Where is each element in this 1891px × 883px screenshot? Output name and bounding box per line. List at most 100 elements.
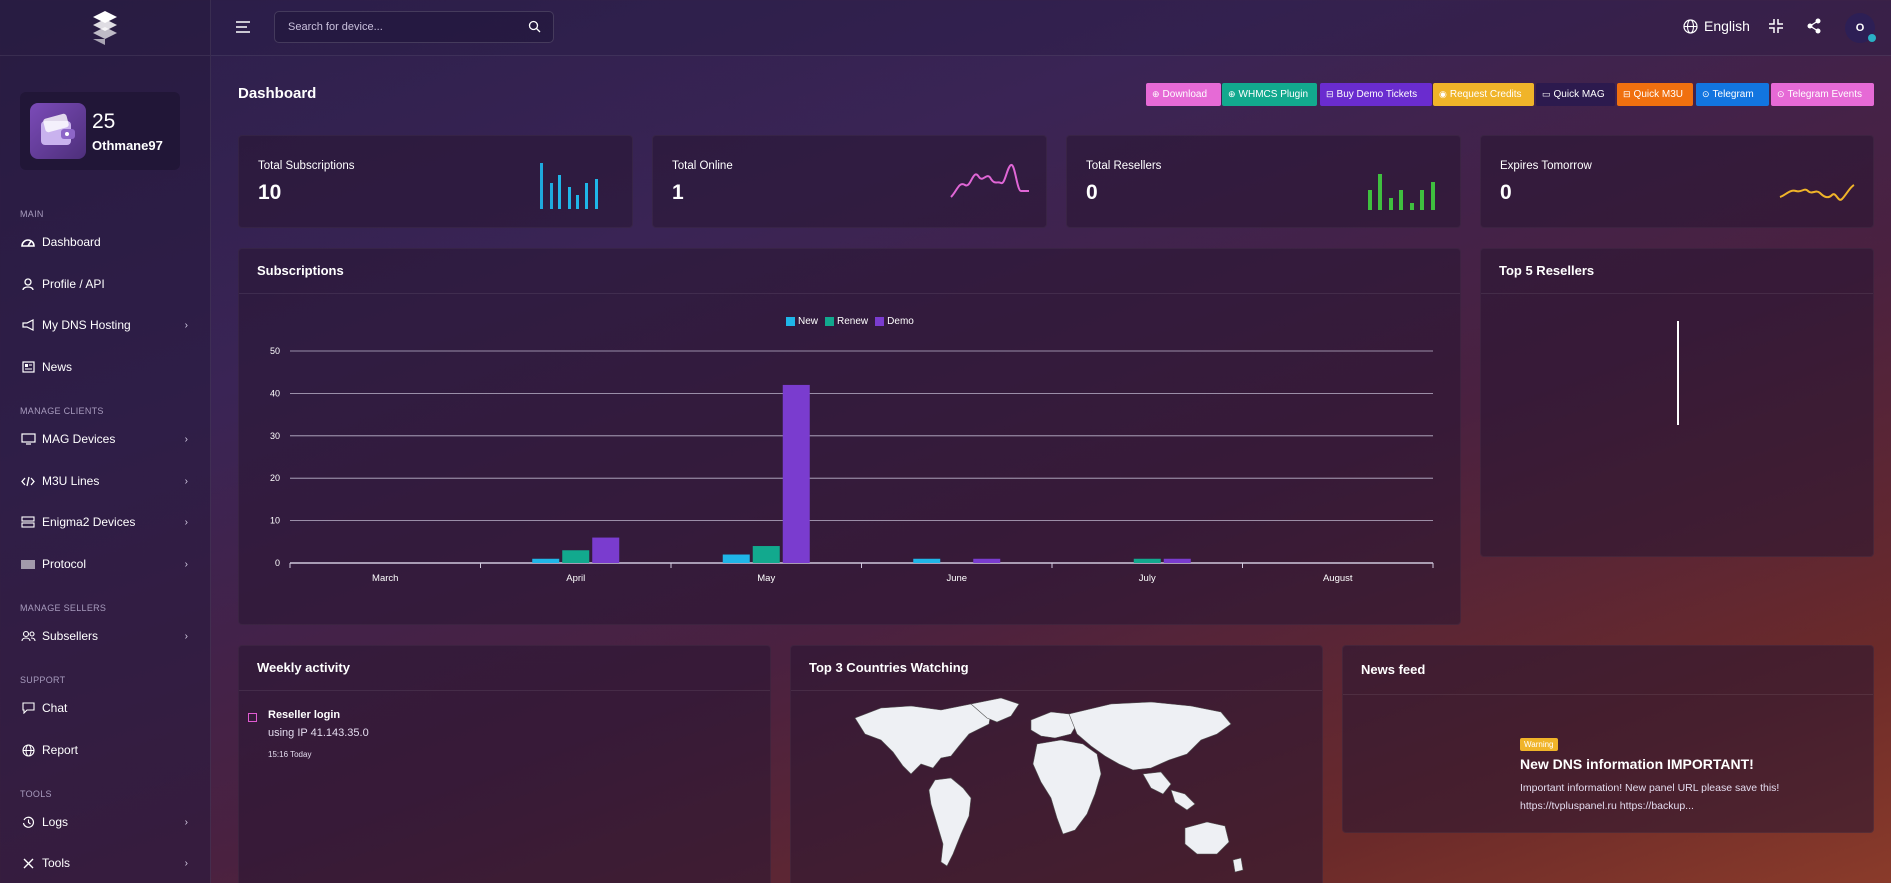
section-support: SUPPORT	[20, 675, 66, 685]
request-credits-button[interactable]: ◉ Request Credits	[1433, 83, 1534, 106]
avatar[interactable]: O	[1845, 13, 1876, 43]
whmcs-plugin-button[interactable]: ⊕ WHMCS Plugin	[1222, 83, 1317, 106]
search-input[interactable]	[275, 12, 515, 42]
language-selector[interactable]: English	[1683, 18, 1750, 34]
sidebar-item-m3u-lines[interactable]: M3U Lines ›	[20, 470, 188, 492]
x-tick-label: July	[1139, 573, 1156, 584]
sidebar-item-dns-hosting[interactable]: My DNS Hosting ›	[20, 314, 188, 336]
card-title: News feed	[1361, 662, 1426, 677]
chevron-right-icon: ›	[184, 630, 188, 642]
activity-marker-icon	[248, 713, 257, 722]
activity-title: Reseller login	[268, 709, 341, 721]
sidebar-item-subsellers[interactable]: Subsellers ›	[20, 625, 188, 647]
quick-mag-button[interactable]: ▭ Quick MAG	[1536, 83, 1615, 106]
legend-item-new[interactable]: New	[786, 316, 818, 327]
logo[interactable]	[0, 0, 210, 56]
x-tick-label: May	[757, 573, 775, 584]
top-resellers-card: Top 5 Resellers	[1480, 248, 1874, 557]
tools-icon	[20, 855, 36, 871]
sidebar-item-news[interactable]: News	[20, 356, 188, 378]
wallet-card: 25 Othmane97	[20, 92, 180, 170]
page-title: Dashboard	[238, 85, 317, 102]
sparkline-bars	[540, 163, 598, 209]
sidebar-item-mag-devices[interactable]: MAG Devices ›	[20, 428, 188, 450]
share-button[interactable]	[1806, 18, 1824, 36]
telegram-icon: ⊙	[1702, 89, 1710, 99]
sidebar-item-report[interactable]: Report	[20, 739, 188, 761]
section-manage-clients: MANAGE CLIENTS	[20, 406, 104, 416]
dashboard-icon	[20, 234, 36, 250]
card-title: Top 5 Resellers	[1499, 263, 1595, 278]
chevron-right-icon: ›	[184, 558, 188, 570]
legend-item-renew[interactable]: Renew	[825, 316, 868, 327]
chart-cursor-line	[1677, 321, 1679, 425]
bar-new	[913, 558, 941, 563]
chevron-right-icon: ›	[184, 516, 188, 528]
y-tick-label: 20	[270, 473, 280, 483]
bar-new	[532, 558, 560, 563]
sidebar-item-logs[interactable]: Logs ›	[20, 811, 188, 833]
server-icon	[20, 514, 36, 530]
megaphone-icon	[20, 317, 36, 333]
news-body-line2: https://tvpluspanel.ru https://backup...	[1520, 800, 1694, 812]
language-label: English	[1704, 18, 1750, 34]
tv-icon: ▭	[1542, 89, 1551, 99]
stat-value: 10	[258, 181, 282, 204]
card-title: Subscriptions	[257, 263, 344, 278]
sidebar-item-protocol[interactable]: Protocol ›	[20, 553, 188, 575]
search-box	[274, 11, 554, 43]
news-feed-card: News feed	[1342, 645, 1874, 833]
sidebar-item-enigma2[interactable]: Enigma2 Devices ›	[20, 511, 188, 533]
stat-card-expires-tomorrow: Expires Tomorrow 0	[1480, 135, 1874, 228]
chevron-right-icon: ›	[184, 475, 188, 487]
stat-label: Total Resellers	[1086, 160, 1162, 172]
stat-card-total-online: Total Online 1	[652, 135, 1047, 228]
globe-icon	[20, 742, 36, 758]
user-icon	[20, 276, 36, 292]
world-map	[854, 697, 1244, 873]
menu-toggle-button[interactable]	[235, 20, 251, 34]
sidebar-item-dashboard[interactable]: Dashboard	[20, 231, 188, 253]
newspaper-icon	[20, 359, 36, 375]
telegram-icon: ⊙	[1777, 89, 1785, 99]
sidebar: 25 Othmane97 MAIN Dashboard Profile / AP…	[0, 0, 211, 883]
sidebar-item-tools[interactable]: Tools ›	[20, 852, 188, 874]
chevron-right-icon: ›	[184, 319, 188, 331]
telegram-events-button[interactable]: ⊙ Telegram Events	[1771, 83, 1874, 106]
compress-icon	[1769, 19, 1783, 33]
stat-value: 1	[672, 181, 684, 204]
x-tick-label: June	[946, 573, 967, 584]
legend-item-demo[interactable]: Demo	[875, 316, 914, 327]
download-button[interactable]: ⊕ Download	[1146, 83, 1221, 106]
buy-demo-tickets-button[interactable]: ⊟ Buy Demo Tickets	[1320, 83, 1432, 106]
activity-detail: using IP 41.143.35.0	[268, 727, 369, 739]
news-headline[interactable]: New DNS information IMPORTANT!	[1520, 756, 1754, 772]
online-status-dot	[1868, 34, 1876, 42]
bar-renew	[1133, 558, 1161, 563]
bar-demo	[782, 384, 810, 563]
search-icon[interactable]	[528, 20, 541, 33]
coins-icon: ◉	[1439, 89, 1447, 99]
sidebar-item-chat[interactable]: Chat	[20, 697, 188, 719]
quick-m3u-button[interactable]: ⊟ Quick M3U	[1617, 83, 1693, 106]
weekly-activity-card: Weekly activity	[238, 645, 771, 883]
ticket-icon: ⊟	[1326, 89, 1334, 99]
activity-time: 15:16 Today	[268, 750, 312, 759]
sidebar-item-profile[interactable]: Profile / API	[20, 273, 188, 295]
telegram-button[interactable]: ⊙ Telegram	[1696, 83, 1769, 106]
chart-legend: New Renew Demo	[786, 316, 921, 327]
stat-value: 0	[1500, 181, 1512, 204]
cloud-download-icon: ⊕	[1228, 89, 1236, 99]
sparkline-line-yellow	[1779, 184, 1855, 201]
download-icon: ⊕	[1152, 89, 1160, 99]
list-icon: ⊟	[1623, 89, 1631, 99]
subscriptions-card: Subscriptions	[238, 248, 1461, 625]
x-tick-label: April	[566, 573, 585, 584]
bar-renew	[752, 546, 780, 563]
sparkline-line-pink	[950, 163, 1029, 198]
legend-swatch	[875, 317, 885, 326]
section-main: MAIN	[20, 209, 44, 219]
chat-icon	[20, 700, 36, 716]
news-body-line1: Important information! New panel URL ple…	[1520, 782, 1780, 794]
fullscreen-button[interactable]	[1768, 18, 1786, 36]
